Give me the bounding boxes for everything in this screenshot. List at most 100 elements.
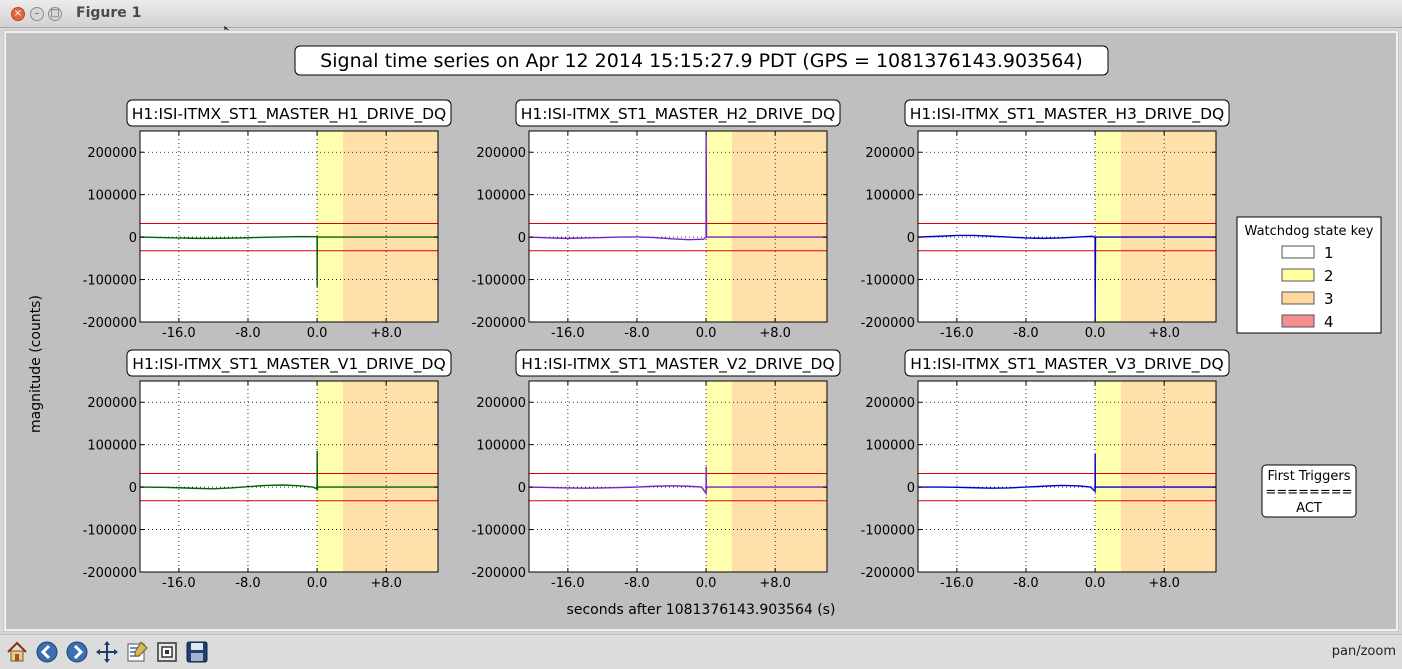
legend-swatch xyxy=(1281,268,1315,282)
first-triggers-heading: First Triggers xyxy=(1267,469,1350,484)
y-tick-label: -200000 xyxy=(861,566,915,581)
y-tick-label: 100000 xyxy=(865,189,915,204)
x-tick-label: 0.0 xyxy=(307,326,328,341)
first-triggers-rule: ======== xyxy=(1265,485,1352,500)
subplot-4: -16.0 -8.0 0.0 +8.0 200000 100000 0 -100000 -200… xyxy=(83,349,452,591)
pan-icon xyxy=(96,641,118,663)
state-3-span xyxy=(342,131,438,322)
first-triggers-box: First Triggers ======== ACT xyxy=(1261,464,1357,518)
home-button[interactable] xyxy=(3,638,31,666)
pan-button[interactable] xyxy=(93,638,121,666)
state-2-span xyxy=(706,381,732,572)
subplot-title: H1:ISI-ITMX_ST1_MASTER_H3_DRIVE_DQ xyxy=(910,105,1224,124)
y-tick-label: 200000 xyxy=(87,396,137,411)
y-tick-label: 100000 xyxy=(476,189,526,204)
maximize-window-button[interactable]: □ xyxy=(48,7,62,21)
x-tick-label: -16.0 xyxy=(551,576,585,591)
zoom-to-rect-icon xyxy=(157,642,177,662)
legend-label: 1 xyxy=(1324,244,1334,262)
subplot-6: -16.0 -8.0 0.0 +8.0 200000 100000 0 -100000 -200… xyxy=(861,349,1230,591)
subplot-1: -16.0 -8.0 0.0 +8.0 200000 100000 0 -100000 -200… xyxy=(83,99,452,341)
subplot-title: H1:ISI-ITMX_ST1_MASTER_V1_DRIVE_DQ xyxy=(132,355,445,374)
y-tick-label: -200000 xyxy=(83,566,137,581)
figure-canvas[interactable]: Signal time series on Apr 12 2014 15:15:… xyxy=(6,33,1396,629)
x-tick-label: -16.0 xyxy=(940,326,974,341)
y-tick-label: 100000 xyxy=(865,439,915,454)
x-tick-label: -16.0 xyxy=(162,326,196,341)
x-tick-label: +8.0 xyxy=(759,326,791,341)
signal-trace xyxy=(528,133,827,241)
legend-title: Watchdog state key xyxy=(1245,224,1374,239)
x-tick-label: 0.0 xyxy=(1085,326,1106,341)
y-tick-label: 100000 xyxy=(87,189,137,204)
y-tick-label: -100000 xyxy=(861,274,915,289)
zoom-to-rect-button[interactable] xyxy=(153,638,181,666)
y-tick-label: -200000 xyxy=(861,316,915,331)
y-tick-label: 200000 xyxy=(865,146,915,161)
signal-trace xyxy=(917,234,1216,322)
y-tick-label: 0 xyxy=(129,231,137,246)
axes-frame xyxy=(139,130,439,323)
toolbar-status-message: pan/zoom xyxy=(1331,644,1396,659)
x-tick-label: -16.0 xyxy=(940,576,974,591)
minimize-window-button[interactable]: – xyxy=(30,7,44,21)
watchdog-legend: Watchdog state key 1 2 3 4 xyxy=(1236,216,1382,334)
y-tick-label: 0 xyxy=(518,231,526,246)
y-tick-label: 200000 xyxy=(865,396,915,411)
subplot-title-box xyxy=(126,99,452,127)
configure-subplots-icon xyxy=(127,641,148,662)
signal-trace xyxy=(528,466,827,496)
y-tick-label: 200000 xyxy=(87,146,137,161)
legend-swatch xyxy=(1281,245,1315,259)
x-tick-label: +8.0 xyxy=(370,576,402,591)
x-tick-label: -8.0 xyxy=(624,576,649,591)
window-title: Figure 1 xyxy=(76,5,142,21)
forward-button[interactable] xyxy=(63,638,91,666)
close-window-button[interactable]: × xyxy=(11,7,25,21)
state-3-span xyxy=(342,381,438,572)
home-icon xyxy=(7,641,27,662)
subplot-title-box xyxy=(126,349,452,377)
save-icon xyxy=(186,641,208,663)
legend-label: 4 xyxy=(1324,313,1334,331)
first-triggers-frame xyxy=(1261,464,1357,518)
y-tick-label: -100000 xyxy=(472,274,526,289)
signal-trace xyxy=(918,453,1216,494)
state-3-span xyxy=(731,131,827,322)
x-tick-label: +8.0 xyxy=(1148,326,1180,341)
x-tick-label: -16.0 xyxy=(162,576,196,591)
x-tick-label: 0.0 xyxy=(696,576,717,591)
state-2-span xyxy=(317,381,343,572)
save-button[interactable] xyxy=(183,638,211,666)
subplot-title-box xyxy=(904,99,1230,127)
state-3-span xyxy=(1120,131,1216,322)
y-tick-label: 0 xyxy=(129,481,137,496)
x-tick-label: -8.0 xyxy=(1013,326,1038,341)
y-axis-label: magnitude (counts) xyxy=(28,295,44,433)
x-tick-label: +8.0 xyxy=(370,326,402,341)
navigation-toolbar: pan/zoom xyxy=(0,634,1402,669)
x-tick-label: 0.0 xyxy=(1085,576,1106,591)
x-tick-label: 0.0 xyxy=(696,326,717,341)
subplot-title: H1:ISI-ITMX_ST1_MASTER_H2_DRIVE_DQ xyxy=(521,105,835,124)
window-titlebar: × – □ Figure 1 xyxy=(0,0,1402,28)
axes-frame xyxy=(139,380,439,573)
x-tick-label: -8.0 xyxy=(1013,576,1038,591)
configure-subplots-button[interactable] xyxy=(123,638,151,666)
y-tick-label: 200000 xyxy=(476,146,526,161)
legend-label: 2 xyxy=(1324,267,1334,285)
state-2-span xyxy=(317,131,343,322)
y-tick-label: 0 xyxy=(907,231,915,246)
axes-frame xyxy=(917,130,1217,323)
y-tick-label: -100000 xyxy=(83,274,137,289)
legend-swatch xyxy=(1281,291,1315,305)
x-axis-label: seconds after 1081376143.903564 (s) xyxy=(567,602,836,618)
axes-frame xyxy=(528,130,828,323)
state-2-span xyxy=(1095,381,1121,572)
subplot-title: H1:ISI-ITMX_ST1_MASTER_H1_DRIVE_DQ xyxy=(132,105,446,124)
back-button[interactable] xyxy=(33,638,61,666)
forward-icon xyxy=(66,641,88,663)
y-tick-label: -100000 xyxy=(861,524,915,539)
y-tick-label: -200000 xyxy=(472,316,526,331)
y-tick-label: -200000 xyxy=(472,566,526,581)
